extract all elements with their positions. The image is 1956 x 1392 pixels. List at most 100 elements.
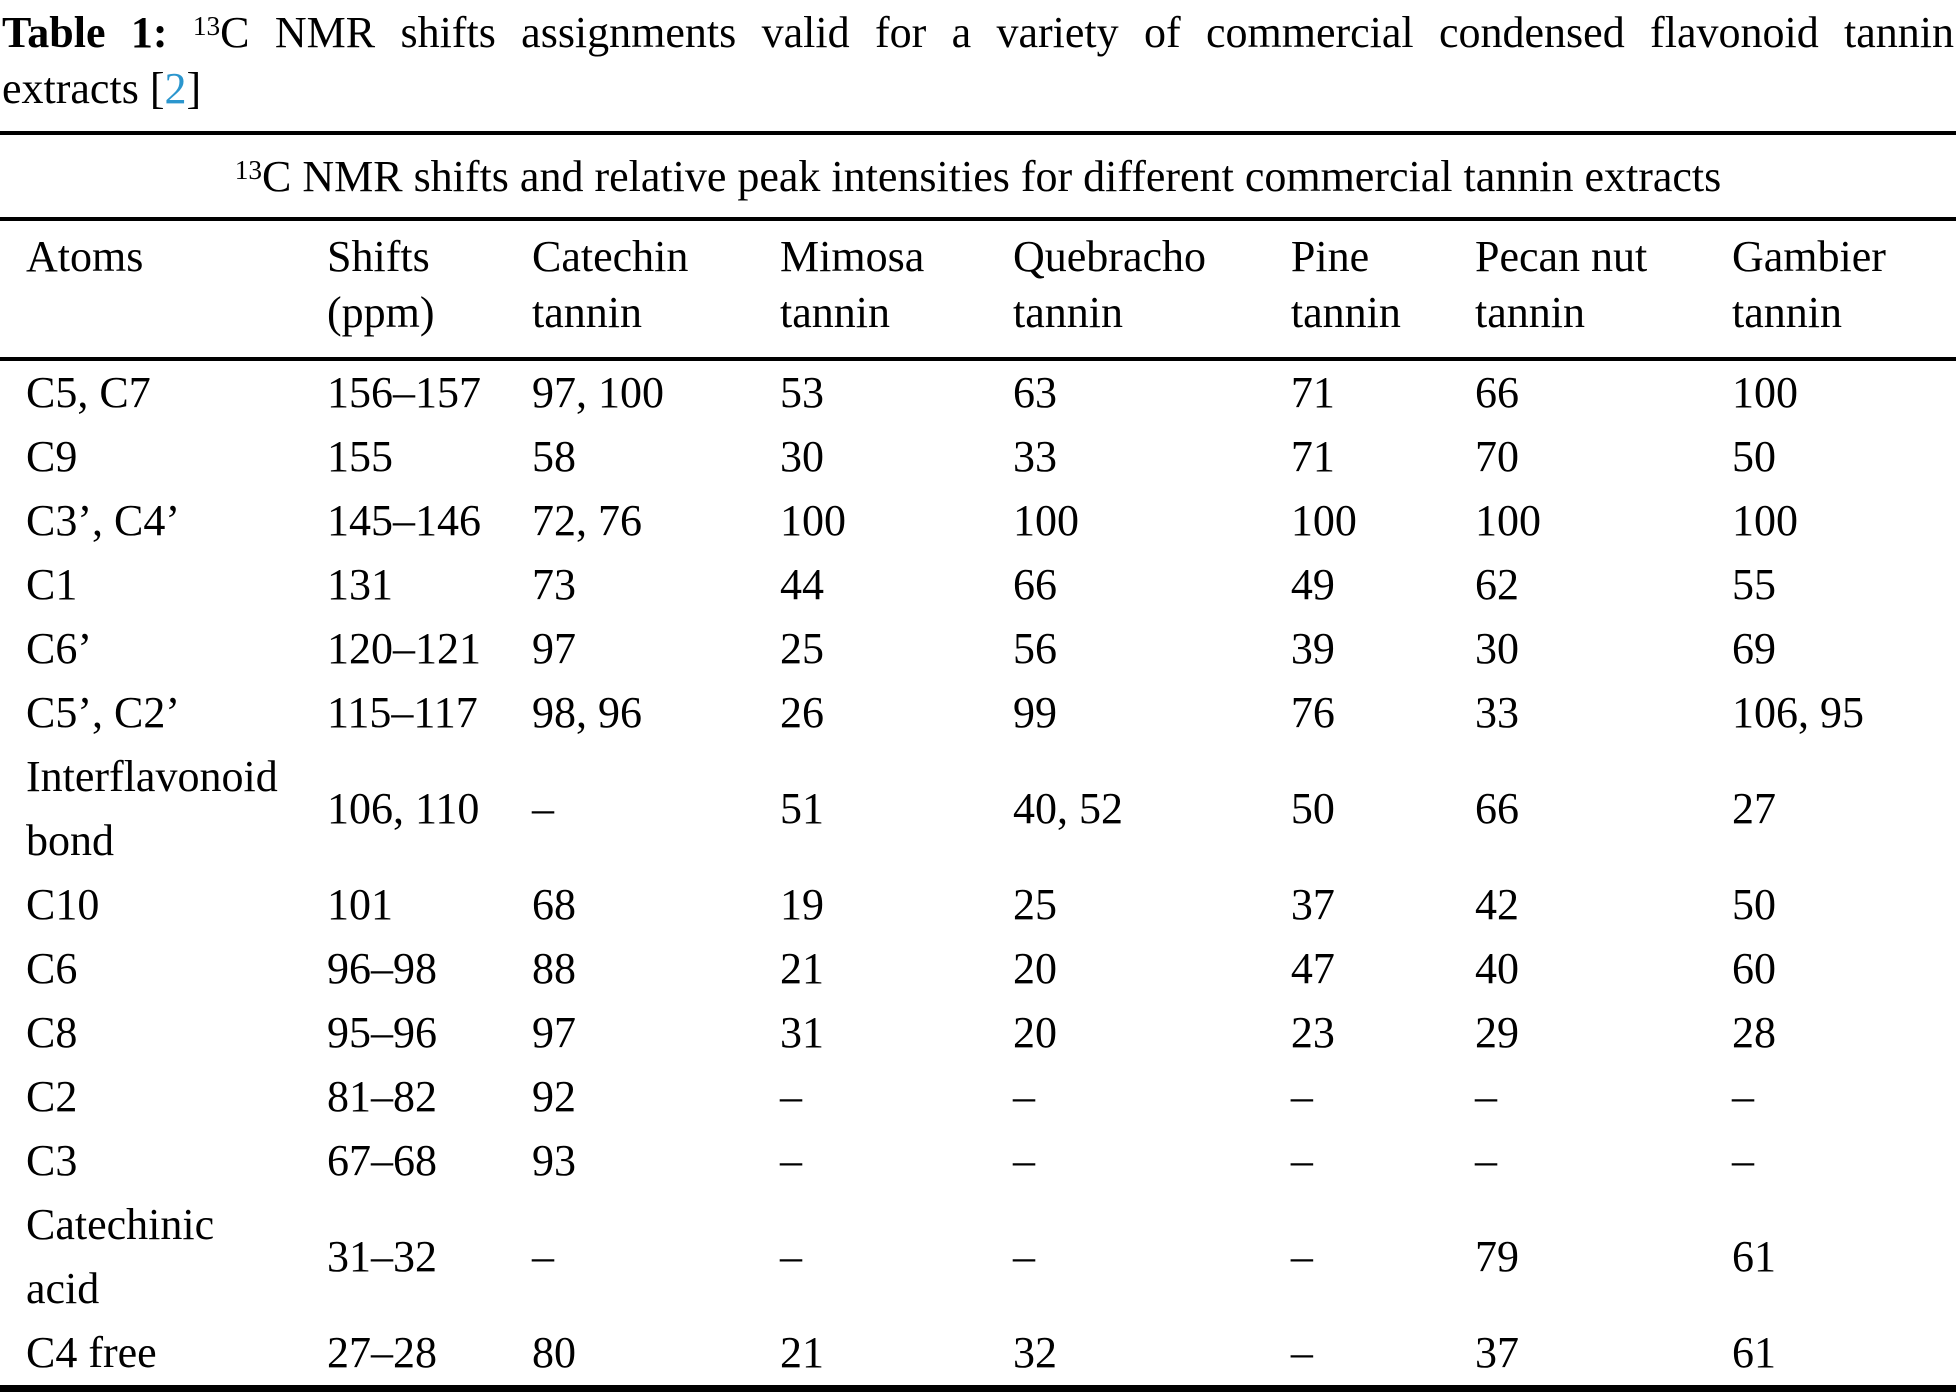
table-cell: 66 [1474,784,1519,833]
table-cell: 106, 95 [1731,688,1864,737]
table-cell: 29 [1474,1008,1519,1057]
table-row: C5’, C2’ 115–117 98, 96 26 99 76 33 106, 95 [0,681,1956,745]
table-cell: – [1731,1136,1754,1185]
table-cell: 42 [1474,880,1519,929]
table-cell: 39 [1290,624,1335,673]
table-cell: – [1290,1072,1313,1121]
table-cell: 155 [327,432,394,481]
table-cell: 100 [1012,496,1079,545]
table-top-rule [0,131,1956,135]
row-label: Interflavonoid bond [26,752,278,865]
table-cell: 71 [1290,432,1335,481]
table-cell: 93 [532,1136,577,1185]
table-cell: 70 [1474,432,1519,481]
table-cell: 51 [780,784,825,833]
table-cell: 20 [1012,944,1057,993]
column-header-7: Gambier tannin [1731,232,1886,337]
table-cell: 26 [780,688,825,737]
table-cell: 31–32 [327,1232,438,1281]
table-cell: 88 [532,944,577,993]
table-row: Interflavonoid bond 106, 110 – 51 40, 52 50 66… [0,745,1956,873]
row-label: C3’, C4’ [26,496,180,545]
table-cell: 106, 110 [327,784,480,833]
table-cell: – [1290,1136,1313,1185]
row-label: C5’, C2’ [26,688,180,737]
table-cell: – [1012,1072,1035,1121]
table-cell: 44 [780,560,825,609]
table-cell: – [780,1136,803,1185]
table-cell: 98, 96 [532,688,643,737]
table-cell: – [1290,1232,1313,1281]
column-header-1: Shifts (ppm) [327,232,435,337]
subtitle-rule [0,217,1956,221]
table-cell: 47 [1290,944,1335,993]
table-cell: 92 [532,1072,577,1121]
table-cell: 99 [1012,688,1057,737]
table-cell: 37 [1474,1328,1519,1377]
table-cell: 31 [780,1008,825,1057]
table-row: C6 96–98 88 21 20 47 40 60 [0,937,1956,1001]
table-cell: 50 [1290,784,1335,833]
row-label: C9 [26,432,78,481]
row-label: C1 [26,560,78,609]
table-header-row: Atoms Shifts (ppm) Catechin tannin Mimosa tann… [0,221,1956,359]
caption-superscript-13: 13 [192,10,221,41]
table-cell: 115–117 [327,688,478,737]
table-cell: 63 [1012,368,1057,417]
table-cell: – [1012,1232,1035,1281]
table-cell: 55 [1731,560,1776,609]
table-row: C6’ 120–121 97 25 56 39 30 69 [0,617,1956,681]
row-label: C10 [26,880,100,929]
table-cell: 62 [1474,560,1519,609]
table-cell: 21 [780,944,825,993]
table-cell: 32 [1012,1328,1057,1377]
table-cell: 30 [1474,624,1519,673]
reference-link[interactable]: 2 [164,64,187,113]
column-header-3: Mimosa tannin [780,232,925,337]
table-cell: 95–96 [327,1008,438,1057]
table-cell: – [1012,1136,1035,1185]
table-cell: 76 [1290,688,1335,737]
table-cell: 27–28 [327,1328,438,1377]
table-row: C8 95–96 97 31 20 23 29 28 [0,1001,1956,1065]
table-cell: 27 [1731,784,1776,833]
table-cell: 81–82 [327,1072,438,1121]
table-cell: – [532,784,555,833]
column-header-2: Catechin tannin [532,232,689,337]
table-row: C3 67–68 93 – – – – – [0,1129,1956,1193]
row-label: C3 [26,1136,78,1185]
table-cell: 79 [1474,1232,1519,1281]
table-cell: 80 [532,1328,577,1377]
table-cell: 68 [532,880,577,929]
caption-text-extracts: extracts [2,64,139,113]
table-cell: 53 [780,368,825,417]
table-row: Catechinic acid 31–32 – – – – 79 61 [0,1193,1956,1321]
table-row: C1 131 73 44 66 49 62 55 [0,553,1956,617]
table-cell: 100 [1731,496,1798,545]
table-cell: 58 [532,432,577,481]
table-caption: Table 1: 13C NMR shifts assignments vali… [0,0,1956,115]
reference-bracket-close: ] [186,64,202,113]
table-cell: 40 [1474,944,1519,993]
table-cell: – [1474,1136,1497,1185]
table-cell: 66 [1012,560,1057,609]
column-header-6: Pecan nut tannin [1474,232,1648,337]
caption-line-1: Table 1: 13C NMR shifts assignments vali… [2,6,1954,59]
table-cell: 25 [1012,880,1057,929]
column-header-0: Atoms [26,232,144,281]
table-cell: – [1290,1328,1313,1377]
table-cell: – [1731,1072,1754,1121]
table-cell: 56 [1012,624,1057,673]
caption-label: Table 1: [2,8,168,57]
table-cell: 96–98 [327,944,438,993]
table-cell: – [780,1232,803,1281]
table-cell: – [780,1072,803,1121]
table-cell: 145–146 [327,496,482,545]
table-cell: 100 [1290,496,1357,545]
table-cell: 100 [1474,496,1541,545]
caption-text: C NMR shifts assignments valid for a var… [220,8,1955,57]
row-label: C2 [26,1072,78,1121]
table-cell: 66 [1474,368,1519,417]
row-label: C6’ [26,624,92,673]
table-cell: 60 [1731,944,1776,993]
